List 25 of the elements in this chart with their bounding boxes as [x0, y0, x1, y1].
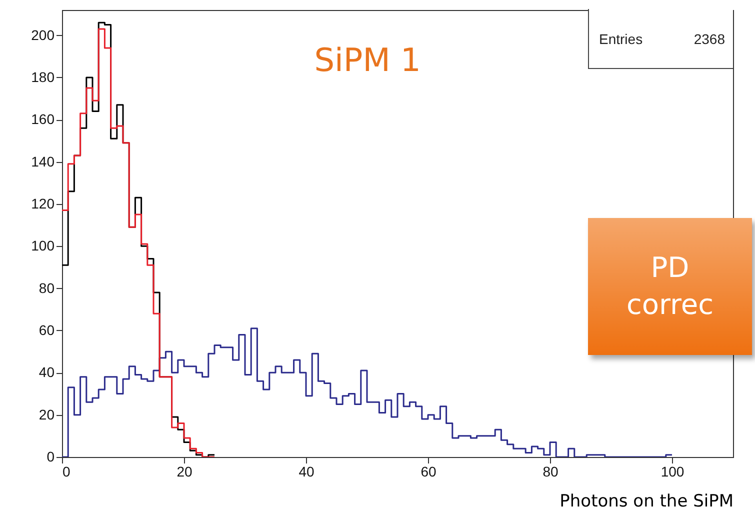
x-tick-label: 40 [298, 464, 314, 480]
y-tick-label: 60 [38, 322, 55, 338]
x-tick-label: 80 [542, 464, 558, 480]
y-tick-label: 100 [31, 238, 55, 254]
y-tick-label: 120 [31, 195, 55, 212]
y-tick-label: 40 [38, 364, 55, 380]
y-tick-label: 180 [31, 68, 55, 85]
x-axis-title: Photons on the SiPM [560, 492, 734, 512]
y-tick-label: 140 [31, 153, 55, 170]
annotation: correc [626, 286, 714, 322]
y-tick-label: 160 [31, 111, 55, 128]
y-tick-label: 80 [38, 280, 55, 296]
text: SiPM 1 [314, 41, 421, 79]
y-tick-label: 0 [46, 448, 55, 464]
annotation: 2368 [694, 30, 725, 46]
callout-box: PD correc [588, 218, 752, 355]
stats-box: Entries 2368 [588, 9, 733, 69]
annotation: Entries [599, 30, 643, 46]
annotation: PD [650, 250, 690, 286]
x-tick-label: 60 [420, 464, 436, 480]
x-tick-label: 0 [62, 464, 70, 480]
y-tick-label: 20 [38, 406, 55, 422]
x-tick-label: 20 [176, 464, 192, 480]
x-tick-label: 100 [660, 464, 684, 480]
y-tick-label: 200 [31, 26, 55, 43]
